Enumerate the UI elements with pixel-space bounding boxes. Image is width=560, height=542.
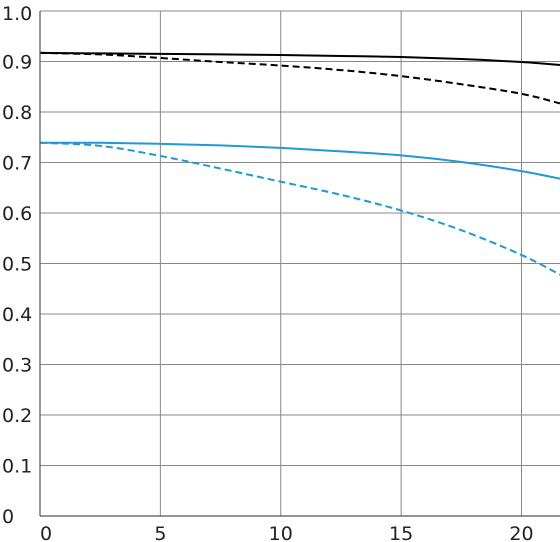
series-line-2 (39, 51, 560, 105)
y-tick-label: 0.4 (2, 304, 32, 326)
y-tick-label: 0.2 (2, 405, 32, 427)
y-tick-label: 0.6 (2, 203, 32, 225)
series-line-1 (39, 51, 560, 67)
tick-labels: 0 0.1 0.2 0.3 0.4 0.5 0.6 0.7 0.8 0.9 1.0 0 5 10 15 20 (2, 3, 534, 542)
y-tick-label: 0.5 (2, 254, 32, 276)
y-tick-label: 0 (2, 506, 14, 528)
x-tick-label: 5 (154, 523, 166, 542)
y-tick-label: 0.9 (2, 52, 32, 74)
grid (40, 10, 560, 516)
x-tick-label: 10 (269, 523, 293, 542)
x-tick-label: 0 (40, 523, 52, 542)
y-tick-label: 0.3 (2, 355, 32, 377)
series-group (39, 51, 560, 276)
y-tick-label: 1.0 (2, 3, 32, 25)
series-line-3 (39, 141, 560, 180)
x-tick-label: 20 (509, 523, 533, 542)
y-tick-label: 0.8 (2, 102, 32, 124)
axes (39, 11, 560, 517)
y-tick-label: 0.7 (2, 153, 32, 175)
y-tick-label: 0.1 (2, 456, 32, 478)
x-tick-label: 15 (389, 523, 413, 542)
series-line-4 (39, 141, 560, 276)
